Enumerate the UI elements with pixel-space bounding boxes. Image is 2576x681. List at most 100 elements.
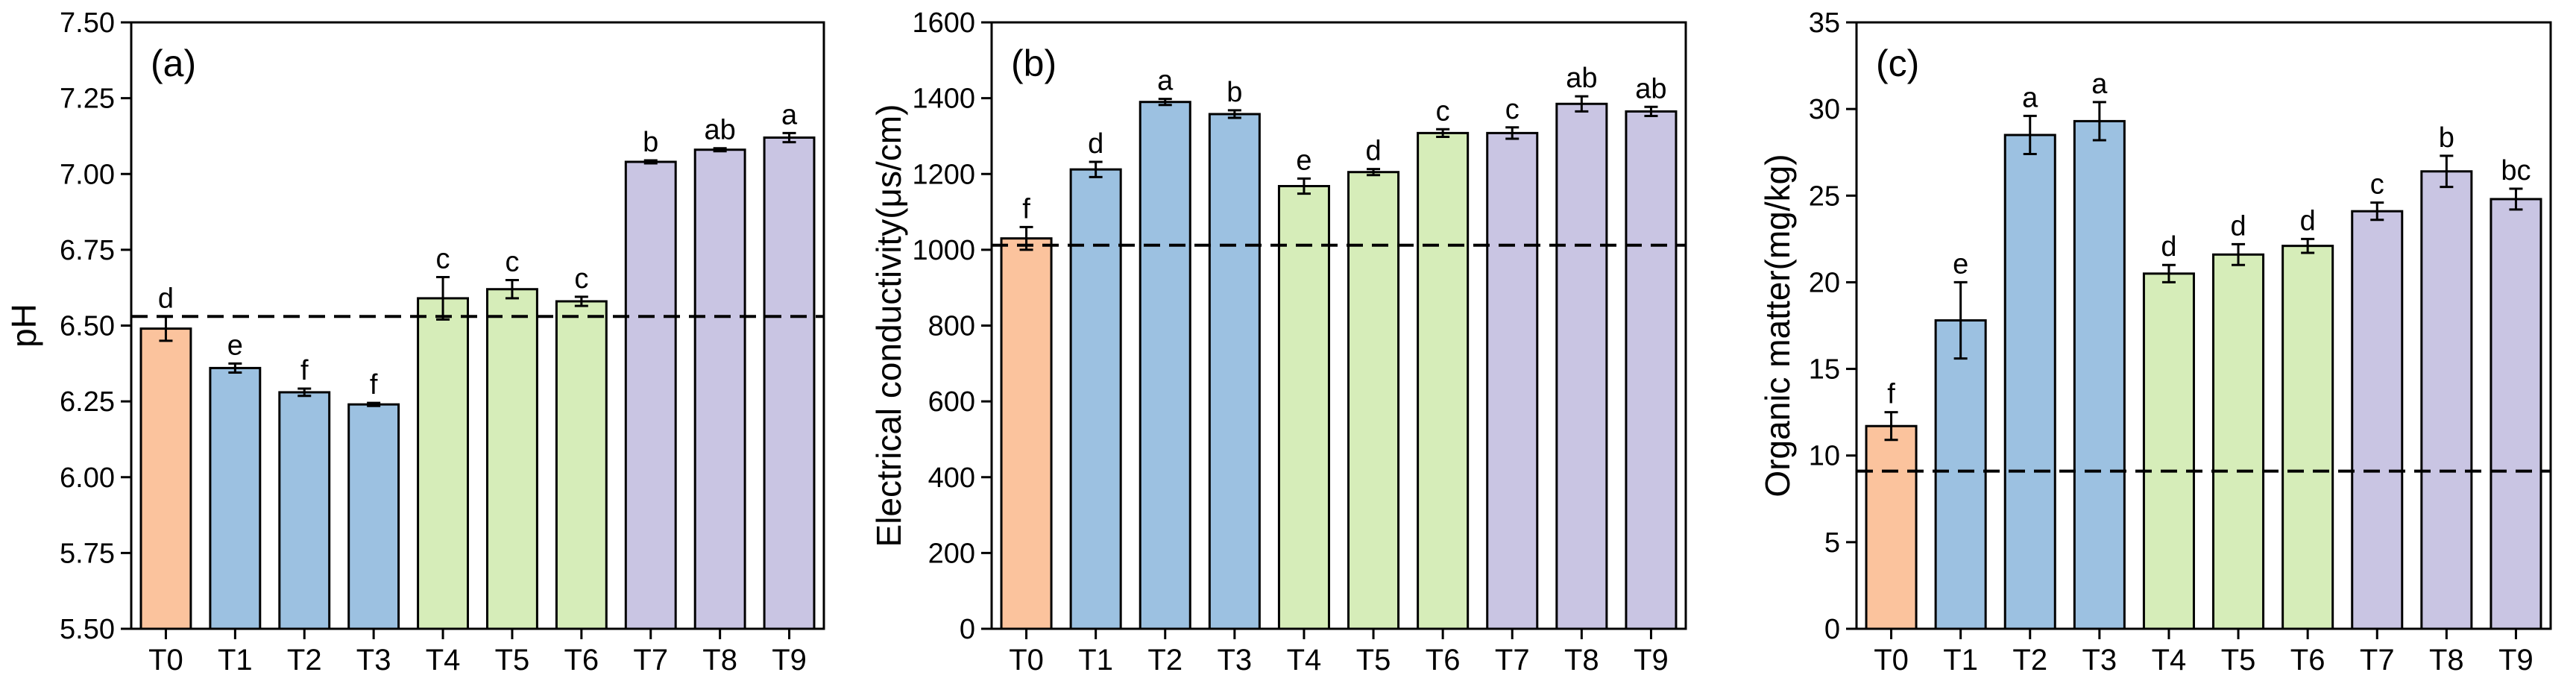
y-axis-label: Electrical conductivity(μs/cm): [869, 104, 908, 547]
x-tick-label: T9: [772, 644, 807, 677]
y-tick-label: 0: [960, 614, 975, 645]
error-bar: [1297, 177, 1311, 195]
y-tick-label: 600: [928, 386, 975, 418]
y-tick-label: 6.50: [60, 311, 115, 342]
x-tick-label: T6: [1426, 644, 1461, 677]
bar-T3: [347, 403, 400, 630]
y-tick-label: 800: [928, 311, 975, 342]
significance-letter: bc: [2501, 155, 2531, 186]
bar-T8: [2420, 170, 2473, 630]
error-bar: [2301, 237, 2315, 254]
significance-letter: c: [436, 243, 450, 274]
x-tick-label: T3: [2082, 644, 2117, 677]
y-tick-label: 5.50: [60, 614, 115, 645]
x-tick-label: T4: [1287, 644, 1322, 677]
y-tick-label: 7.25: [60, 84, 115, 115]
bar-T8: [693, 148, 746, 630]
x-tick-label: T3: [356, 644, 391, 677]
significance-letter: a: [2022, 82, 2038, 113]
error-bar: [2092, 101, 2106, 142]
x-tick-label: T8: [702, 644, 737, 677]
y-tick-label: 5: [1824, 527, 1840, 559]
x-tick-label: T7: [1495, 644, 1530, 677]
error-bar: [1227, 109, 1241, 119]
bar-T2: [2003, 134, 2056, 630]
bar-T9: [763, 136, 816, 630]
bar-T4: [1277, 185, 1330, 630]
significance-letter: ab: [1566, 63, 1597, 94]
y-axis-label: pH: [4, 304, 43, 348]
x-tick-label: T5: [495, 644, 530, 677]
bar-T7: [2351, 210, 2404, 630]
significance-letter: e: [1296, 145, 1311, 176]
y-tick-label: 200: [928, 538, 975, 569]
bar-T9: [2490, 198, 2542, 630]
error-bar: [643, 159, 658, 165]
bar-T4: [2142, 272, 2195, 630]
significance-letter: c: [1505, 94, 1520, 125]
y-tick-label: 15: [1809, 354, 1840, 386]
x-tick-label: T2: [2012, 644, 2047, 677]
significance-letter: f: [300, 355, 309, 386]
bar-T0: [1865, 424, 1918, 630]
y-tick-label: 25: [1809, 181, 1840, 212]
bar-T1: [1934, 319, 1987, 630]
y-tick-label: 400: [928, 462, 975, 494]
significance-letter: f: [370, 369, 378, 401]
error-bar: [1505, 126, 1520, 140]
error-bar: [2023, 114, 2037, 156]
y-tick-label: 0: [1824, 614, 1840, 645]
significance-letter: c: [574, 263, 588, 295]
x-tick-label: T8: [2429, 644, 2464, 677]
y-tick-label: 1400: [912, 84, 975, 115]
x-tick-label: T0: [1009, 644, 1044, 677]
y-axis-label: Organic matter(mg/kg): [1758, 154, 1797, 497]
bar-T2: [278, 391, 331, 630]
significance-letter: d: [1088, 128, 1103, 160]
significance-letter: c: [505, 247, 519, 278]
y-tick-label: 35: [1809, 7, 1840, 39]
bar-T5: [1347, 171, 1400, 630]
x-tick-label: T4: [426, 644, 461, 677]
error-bar: [782, 131, 796, 144]
bar-T7: [624, 160, 677, 630]
bar-T6: [555, 300, 608, 630]
plot-frame: [990, 21, 1687, 630]
x-tick-label: T4: [2152, 644, 2187, 677]
significance-letter: c: [1436, 95, 1450, 127]
y-tick-label: 6.25: [60, 386, 115, 418]
y-tick-label: 6.75: [60, 235, 115, 266]
panel-label: (a): [151, 43, 196, 84]
bar-T9: [1625, 110, 1678, 630]
x-tick-label: T0: [148, 644, 183, 677]
x-tick-label: T1: [1078, 644, 1113, 677]
x-tick-label: T6: [2290, 644, 2325, 677]
y-tick-label: 1000: [912, 235, 975, 266]
significance-letter: ab: [705, 115, 736, 146]
panel-label: (c): [1876, 43, 1919, 84]
bar-T1: [209, 366, 262, 630]
error-bar: [505, 279, 519, 300]
bar-T1: [1069, 168, 1122, 630]
x-tick-label: T7: [2360, 644, 2395, 677]
significance-letter: c: [2370, 169, 2384, 201]
error-bar: [1953, 280, 1968, 360]
significance-letter: d: [2230, 210, 2246, 242]
error-bar: [574, 295, 588, 307]
x-tick-label: T2: [1147, 644, 1182, 677]
x-tick-label: T7: [633, 644, 668, 677]
significance-letter: a: [2091, 69, 2108, 100]
error-bar: [713, 147, 727, 153]
error-bar: [1436, 128, 1450, 138]
significance-letter: d: [1365, 136, 1381, 167]
error-bar: [436, 275, 450, 321]
y-tick-label: 7.00: [60, 159, 115, 190]
bar-T4: [417, 297, 469, 630]
y-tick-label: 1200: [912, 159, 975, 190]
x-tick-label: T8: [1564, 644, 1599, 677]
error-bar: [2232, 242, 2246, 266]
error-bar: [2440, 154, 2454, 189]
bar-T6: [2281, 245, 2334, 630]
significance-letter: d: [2161, 231, 2176, 263]
